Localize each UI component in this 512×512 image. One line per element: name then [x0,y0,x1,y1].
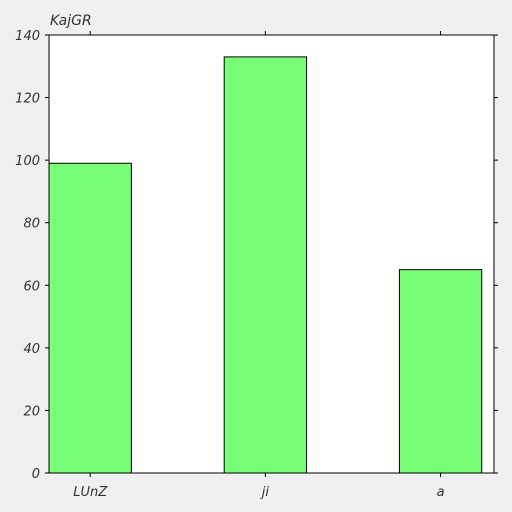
y-tick-label-0: 0 [32,467,40,482]
y-tick-label-4: 80 [23,217,40,232]
plot-frame [48,34,495,474]
y-tick-label-3: 60 [23,279,40,294]
x-axis-ticks: LUnZ ji a [73,31,445,500]
y-axis-ticks: 0 20 40 60 80 100 120 140 [15,29,498,482]
x-tick-label-0: LUnZ [73,485,108,500]
x-tick-label-1: ji [260,485,270,500]
chart-title: KajGR [50,13,92,29]
y-tick-label-2: 40 [23,342,40,357]
y-tick-label-5: 100 [15,154,40,169]
bars-group [48,56,483,474]
y-tick-label-1: 20 [23,404,40,419]
bar-2 [398,269,483,474]
bar-0 [48,162,132,474]
x-tick-label-2: a [437,485,445,500]
y-tick-label-7: 140 [15,29,40,44]
y-tick-label-6: 120 [15,92,40,107]
bar-1 [223,56,308,474]
